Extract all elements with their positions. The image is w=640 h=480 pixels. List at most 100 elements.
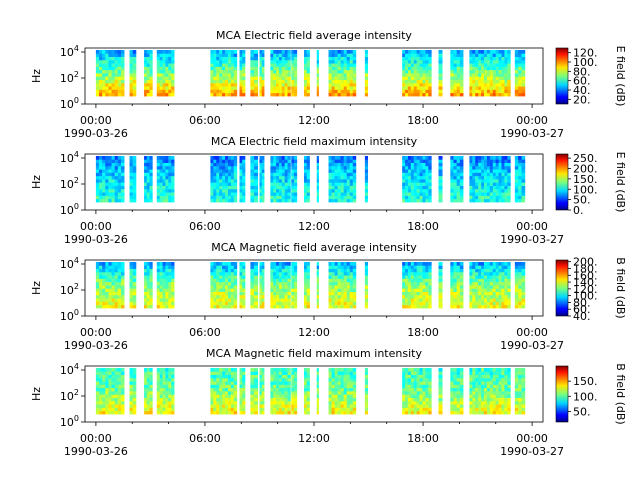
spectrogram-cell: [316, 73, 319, 77]
spectrogram-cell: [498, 159, 502, 163]
spectrogram-cell: [233, 169, 238, 173]
spectrogram-cell: [504, 79, 508, 84]
spectrogram-cell: [162, 268, 166, 273]
spectrogram-cell: [472, 397, 476, 402]
spectrogram-cell: [225, 387, 229, 392]
spectrogram-cell: [227, 195, 232, 200]
spectrogram-cell: [278, 278, 283, 283]
spectrogram-cell: [281, 92, 286, 97]
spectrogram-cell: [478, 89, 482, 94]
spectrogram-cell: [108, 278, 112, 283]
spectrogram-cell: [250, 182, 255, 186]
spectrogram-cell: [146, 271, 150, 276]
spectrogram-cell: [405, 50, 409, 54]
spectrogram-cell: [210, 394, 214, 398]
spectrogram-cell: [239, 304, 243, 309]
spectrogram-cell: [459, 73, 464, 77]
spectrogram-cell: [242, 371, 246, 375]
spectrogram-cell: [352, 53, 357, 57]
spectrogram-cell: [210, 162, 214, 167]
spectrogram-cell: [425, 268, 429, 273]
spectrogram-cell: [165, 394, 169, 398]
spectrogram-cell: [495, 268, 499, 273]
spectrogram-cell: [259, 59, 263, 64]
spectrogram-cell: [304, 304, 308, 309]
spectrogram-cell: [407, 407, 412, 412]
spectrogram-cell: [328, 368, 332, 372]
spectrogram-cell: [291, 86, 295, 90]
spectrogram-cell: [364, 169, 369, 173]
spectrogram-cell: [95, 394, 100, 398]
spectrogram-cell: [278, 192, 283, 196]
spectrogram-cell: [343, 262, 348, 266]
spectrogram-cell: [402, 394, 406, 398]
spectrogram-cell: [316, 394, 319, 398]
spectrogram-cell: [438, 192, 443, 196]
spectrogram-cell: [261, 162, 265, 167]
spectrogram-cell: [475, 198, 479, 203]
spectrogram-cell: [407, 73, 412, 77]
spectrogram-cell: [291, 278, 295, 283]
spectrogram-cell: [402, 377, 406, 382]
spectrogram-cell: [278, 53, 283, 57]
spectrogram-cell: [156, 175, 161, 180]
spectrogram-cell: [168, 285, 172, 289]
spectrogram-cell: [117, 285, 122, 289]
spectrogram-cell: [239, 404, 243, 408]
spectrogram-cell: [328, 172, 332, 177]
spectrogram-cell: [287, 265, 291, 269]
spectrogram-cell: [498, 53, 502, 57]
spectrogram-cell: [478, 179, 482, 183]
spectrogram-cell: [422, 384, 426, 389]
spectrogram-cell: [478, 172, 482, 177]
spectrogram-cell: [501, 156, 505, 160]
spectrogram-cell: [102, 175, 106, 180]
spectrogram-cell: [469, 69, 473, 74]
colorbar-tick-label: 50.: [573, 194, 591, 207]
spectrogram-cell: [419, 387, 423, 392]
spectrogram-cell: [294, 301, 298, 306]
spectrogram-cell: [419, 63, 423, 67]
spectrogram-cell: [278, 381, 283, 385]
spectrogram-cell: [478, 304, 482, 309]
spectrogram-cell: [273, 86, 277, 90]
spectrogram-cell: [334, 56, 339, 61]
spectrogram-cell: [270, 165, 274, 170]
spectrogram-cell: [281, 198, 286, 203]
spectrogram-cell: [413, 82, 418, 87]
spectrogram-cell: [364, 288, 369, 292]
spectrogram-cell: [316, 82, 319, 87]
spectrogram-cell: [132, 298, 137, 302]
spectrogram-cell: [233, 384, 238, 389]
spectrogram-cell: [346, 89, 351, 94]
spectrogram-cell: [102, 86, 106, 90]
spectrogram-cell: [250, 73, 255, 77]
spectrogram-cell: [306, 198, 310, 203]
spectrogram-cell: [428, 410, 432, 415]
spectrogram-cell: [456, 400, 461, 405]
spectrogram-cell: [328, 53, 332, 57]
spectrogram-cell: [102, 410, 106, 415]
spectrogram-cell: [438, 397, 443, 402]
spectrogram-cell: [438, 175, 443, 180]
spectrogram-cell: [416, 404, 420, 408]
spectrogram-cell: [456, 298, 461, 302]
spectrogram-cell: [459, 53, 464, 57]
spectrogram-cell: [254, 53, 259, 57]
spectrogram-cell: [281, 172, 286, 177]
spectrogram-cell: [343, 281, 348, 286]
spectrogram-cell: [514, 294, 519, 299]
spectrogram-cell: [120, 192, 125, 196]
spectrogram-cell: [102, 179, 106, 183]
spectrogram-cell: [225, 294, 229, 299]
spectrogram-cell: [419, 169, 423, 173]
spectrogram-cell: [405, 368, 409, 372]
spectrogram-cell: [405, 165, 409, 170]
spectrogram-cell: [428, 377, 432, 382]
spectrogram-cell: [340, 63, 345, 67]
spectrogram-cell: [419, 79, 423, 84]
spectrogram-cell: [349, 169, 354, 173]
spectrogram-cell: [331, 188, 335, 193]
spectrogram-cell: [222, 268, 226, 273]
spectrogram-cell: [162, 377, 166, 382]
